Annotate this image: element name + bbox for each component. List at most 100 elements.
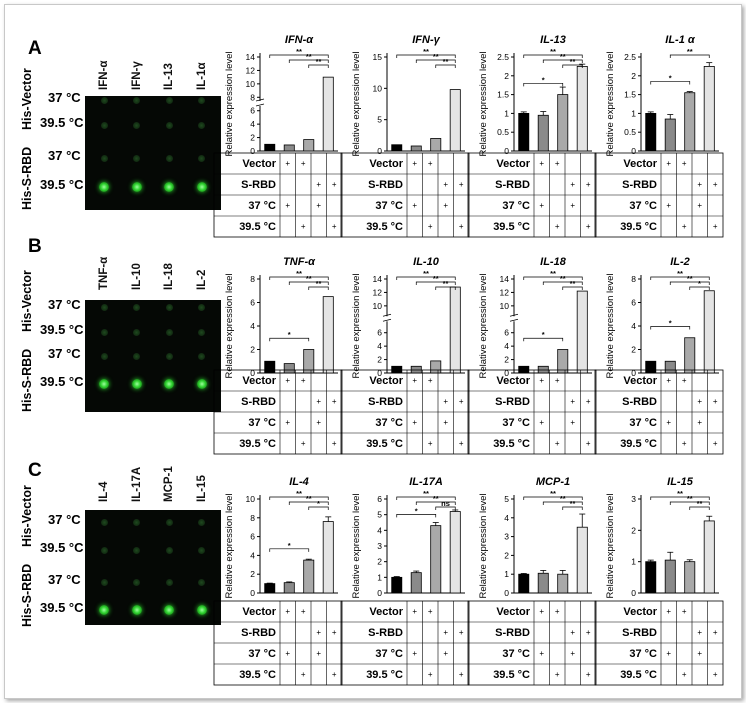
blot-spot	[99, 379, 110, 389]
significance-label: **	[316, 57, 322, 66]
table-mark: +	[443, 397, 448, 406]
y-axis-label: Relative expression level	[351, 493, 362, 598]
y-axis-label: Relative expression level	[605, 273, 616, 378]
significance-label: **	[687, 494, 693, 503]
table-mark: +	[443, 201, 448, 210]
bar	[576, 526, 588, 594]
bar	[303, 139, 315, 152]
significance-label: **	[306, 274, 312, 283]
significance-label: **	[560, 274, 566, 283]
significance-bracket	[669, 281, 710, 285]
bar	[391, 144, 403, 152]
bar	[645, 113, 657, 152]
table-mark: +	[412, 649, 417, 658]
axis-break-mark	[255, 98, 265, 102]
y-tick-label: 5	[377, 115, 382, 125]
condition-table: Vector + + S-RBD + +37 °C + +39.5 °C + +	[467, 369, 597, 455]
table-mark: +	[316, 628, 321, 637]
y-tick-label: 3	[504, 532, 509, 542]
y-tick-label: 0	[377, 588, 382, 598]
table-mark: +	[428, 439, 433, 448]
y-axis-label: Relative expression level	[224, 51, 235, 156]
y-tick-label: 1	[631, 557, 636, 567]
y-tick-label: 2	[377, 557, 382, 567]
bar	[283, 363, 295, 374]
y-tick-label: 0	[631, 368, 636, 378]
significance-label: **	[687, 274, 693, 283]
significance-bracket	[288, 59, 329, 63]
significance-bracket	[269, 496, 329, 500]
table-mark: +	[570, 649, 575, 658]
y-tick-label: 10	[373, 301, 383, 311]
y-tick-label: 5	[377, 510, 382, 520]
y-axis-label: Relative expression level	[351, 273, 362, 378]
condition-table: Vector + + S-RBD + +37 °C + +39.5 °C + +	[340, 369, 470, 455]
bar	[518, 113, 530, 152]
condition-table: Vector + + S-RBD + +37 °C + +39.5 °C + +	[594, 152, 724, 238]
table-row-label: 37 °C	[248, 200, 276, 212]
bar	[391, 576, 403, 594]
table-mark: +	[285, 159, 290, 168]
table-mark: +	[666, 159, 671, 168]
table-mark: +	[713, 180, 718, 189]
blot-spot	[133, 518, 141, 526]
table-row-label: 37 °C	[248, 648, 276, 660]
bar-chart: IL-15 Relative expression level 0 1 2 3 ** ** **	[605, 476, 719, 599]
table-mark: +	[301, 376, 306, 385]
table-mark: +	[570, 628, 575, 637]
blot-spot	[165, 352, 173, 360]
table-row-label: Vector	[623, 375, 657, 387]
table-row-label: S-RBD	[241, 627, 276, 639]
bar	[303, 349, 315, 374]
blot-spot	[133, 546, 141, 554]
table-mark: +	[285, 418, 290, 427]
significance-label: **	[550, 47, 556, 56]
y-axis-label: Relative expression level	[224, 273, 235, 378]
table-mark: +	[459, 439, 464, 448]
table-mark: +	[412, 159, 417, 168]
y-tick-label: 0	[631, 146, 636, 156]
bar	[430, 138, 442, 152]
table-mark: +	[459, 670, 464, 679]
y-tick-label: 2	[504, 71, 509, 81]
blot-spot	[100, 578, 108, 586]
blot-spot	[164, 605, 175, 615]
significance-bracket	[435, 506, 456, 510]
significance-label: *	[317, 499, 320, 508]
significance-label: **	[423, 269, 429, 278]
table-row-label: Vector	[496, 375, 530, 387]
significance-bracket	[415, 59, 456, 63]
blot-spot	[165, 303, 173, 311]
table-mark: +	[539, 418, 544, 427]
table-mark: +	[555, 607, 560, 616]
table-mark: +	[412, 376, 417, 385]
panel-letter: C	[28, 460, 42, 481]
significance-bracket	[650, 496, 710, 500]
bar	[645, 360, 657, 374]
table-row-label: Vector	[496, 158, 530, 170]
blot-spot	[196, 605, 207, 615]
significance-label: *	[288, 330, 291, 339]
blot-row-label: 37 °C	[48, 148, 81, 163]
significance-bracket	[523, 82, 564, 87]
significance-bracket	[669, 54, 710, 58]
bar	[410, 572, 422, 594]
bar	[410, 145, 422, 152]
significance-label: **	[423, 47, 429, 56]
table-mark: +	[682, 607, 687, 616]
condition-table: Vector + + S-RBD + +37 °C + +39.5 °C + +	[340, 152, 470, 238]
y-tick-label: 6	[250, 532, 255, 542]
blot-spot	[131, 605, 142, 615]
significance-label: **	[560, 494, 566, 503]
blot-row-label: 39.5 °C	[40, 374, 84, 389]
table-mark: +	[570, 180, 575, 189]
table-mark: +	[666, 607, 671, 616]
table-row-label: S-RBD	[495, 179, 530, 191]
significance-bracket	[523, 337, 564, 342]
y-tick-label: 0	[504, 146, 509, 156]
blot-spot	[133, 328, 141, 336]
chart-title: IL-18	[540, 256, 567, 268]
